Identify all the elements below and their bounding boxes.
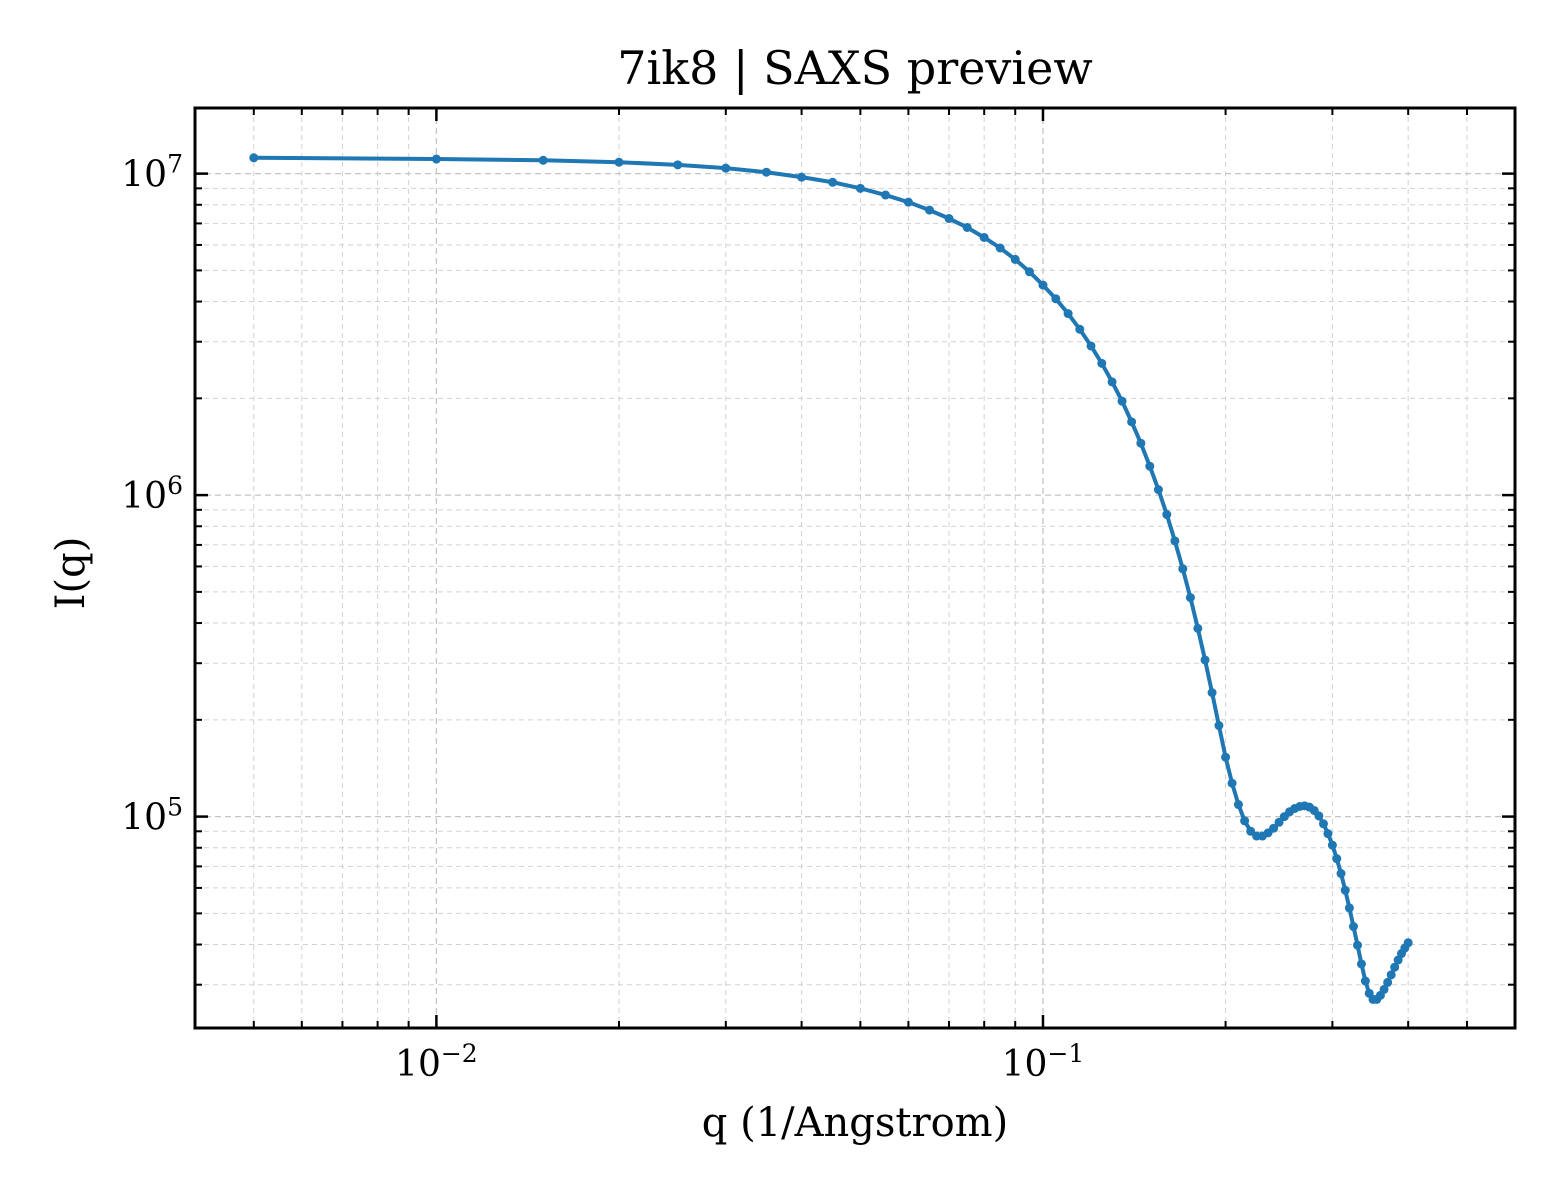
data-point: [1323, 829, 1333, 839]
data-point: [1162, 510, 1172, 520]
data-point: [1010, 254, 1020, 264]
data-point: [979, 232, 989, 242]
y-tick-label: 106: [121, 471, 183, 517]
data-point: [431, 154, 441, 164]
y-tick-label: 107: [121, 150, 183, 196]
data-point: [249, 153, 259, 163]
data-point: [1193, 623, 1203, 633]
data-point: [1038, 280, 1048, 290]
data-point: [1336, 869, 1346, 879]
chart-title: 7ik8 | SAXS preview: [617, 41, 1092, 95]
grid: [194, 108, 1515, 1028]
data-point: [1086, 341, 1096, 351]
data-point: [1353, 940, 1363, 950]
data-point: [1185, 593, 1195, 603]
data-point: [1117, 396, 1127, 406]
tick-labels: 10−2 10−1 105 106 107: [121, 150, 1084, 1085]
plot-frame: [193, 106, 1517, 1030]
data-point: [1348, 922, 1358, 932]
data-point: [1063, 309, 1073, 319]
data-point: [1075, 324, 1085, 334]
data-point: [944, 214, 954, 224]
data-point: [1233, 800, 1243, 810]
data-point: [880, 190, 890, 200]
data-point: [673, 160, 683, 170]
data-point: [1200, 655, 1210, 665]
data-point: [1327, 840, 1337, 850]
data-point: [1136, 438, 1146, 448]
data-point: [1207, 688, 1217, 698]
data-point: [995, 243, 1005, 253]
data-point: [962, 222, 972, 232]
data-point: [614, 157, 624, 167]
data-point: [828, 177, 838, 187]
data-point: [924, 205, 934, 215]
data-point: [1390, 962, 1400, 972]
data-point: [1383, 977, 1393, 987]
data-point: [538, 155, 548, 165]
data-point: [1221, 752, 1231, 762]
x-axis-label: q (1/Angstrom): [702, 1100, 1008, 1146]
data-point: [903, 197, 913, 207]
data-point: [1170, 536, 1180, 546]
data-point: [1360, 976, 1370, 986]
data-point: [1403, 938, 1413, 948]
data-point: [1356, 959, 1366, 969]
data-point: [1227, 778, 1237, 788]
data-point: [1214, 721, 1224, 731]
x-tick-label: 10−2: [395, 1039, 478, 1085]
data-point: [1240, 816, 1250, 826]
x-tick-label: 10−1: [1002, 1039, 1085, 1085]
data-point: [1145, 461, 1155, 471]
data-point: [855, 183, 865, 193]
data-point: [797, 172, 807, 182]
y-axis-label: I(q): [48, 537, 94, 610]
data-point: [1051, 294, 1061, 304]
data-point: [1274, 817, 1284, 827]
data-point: [1344, 903, 1354, 913]
data-point: [1318, 819, 1328, 829]
series-layer: [249, 153, 1413, 1004]
data-point: [1386, 970, 1396, 980]
data-point: [1107, 377, 1117, 387]
data-point: [1332, 854, 1342, 864]
data-point: [1127, 417, 1137, 427]
data-point: [1024, 267, 1034, 277]
data-point: [1097, 358, 1107, 368]
data-point: [1314, 811, 1324, 821]
data-point: [1379, 984, 1389, 994]
data-point: [761, 167, 771, 177]
data-point: [1269, 823, 1279, 833]
data-point: [1340, 885, 1350, 895]
data-point: [721, 163, 731, 173]
data-point: [1153, 485, 1163, 495]
data-point: [1178, 564, 1188, 574]
y-tick-label: 105: [121, 793, 183, 839]
